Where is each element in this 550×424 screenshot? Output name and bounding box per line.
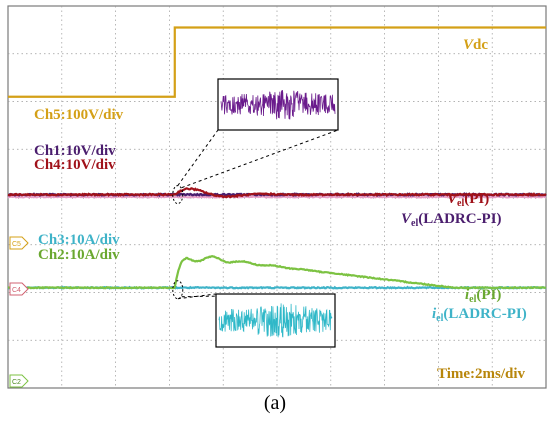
vdc-label: Vdc xyxy=(463,37,488,53)
inset-current-signal xyxy=(218,303,333,338)
marker-c4-label: C4 xyxy=(12,287,21,294)
trace-ch1-underlay xyxy=(7,195,547,199)
ch2-scale-label: Ch2:10A/div xyxy=(38,247,120,263)
inset-current-marker xyxy=(172,280,184,300)
zoom-insets xyxy=(172,78,339,348)
ch5-scale-label: Ch5:100V/div xyxy=(34,107,124,123)
ch1-scale-label: Ch1:10V/div xyxy=(34,143,116,159)
oscilloscope-chart: C5 C4 C2 Vdc Ch5:100V/div Ch1:10V/div Ch… xyxy=(7,5,547,389)
ch4-scale-label: Ch4:10V/div xyxy=(34,157,116,173)
traces xyxy=(7,26,547,290)
trace-vdc xyxy=(8,26,546,98)
figure-caption: (a) xyxy=(263,392,287,414)
ch3-scale-label: Ch3:10A/div xyxy=(38,232,120,248)
marker-c2-label: C2 xyxy=(12,379,21,386)
inset-current-connector xyxy=(177,293,217,300)
inset-voltage-connector xyxy=(181,129,339,189)
iel-pi-label: iel(PI) xyxy=(465,287,501,305)
marker-c5: C5 xyxy=(9,236,29,250)
inset-voltage-connector xyxy=(177,129,219,186)
marker-c5-label: C5 xyxy=(12,241,21,248)
vel-pi-label: Vel(PI) xyxy=(447,191,489,209)
marker-c2: C2 xyxy=(9,374,29,388)
iel-ladrc-label: iel(LADRC-PI) xyxy=(432,306,527,324)
time-scale-label: Time:2ms/div xyxy=(437,366,526,382)
trace-iel-pi xyxy=(7,255,547,290)
marker-c4: C4 xyxy=(9,282,29,296)
vel-ladrc-label: Vel(LADRC-PI) xyxy=(401,211,502,229)
trace-vel-pi xyxy=(7,187,547,199)
inset-voltage-signal xyxy=(220,89,336,120)
